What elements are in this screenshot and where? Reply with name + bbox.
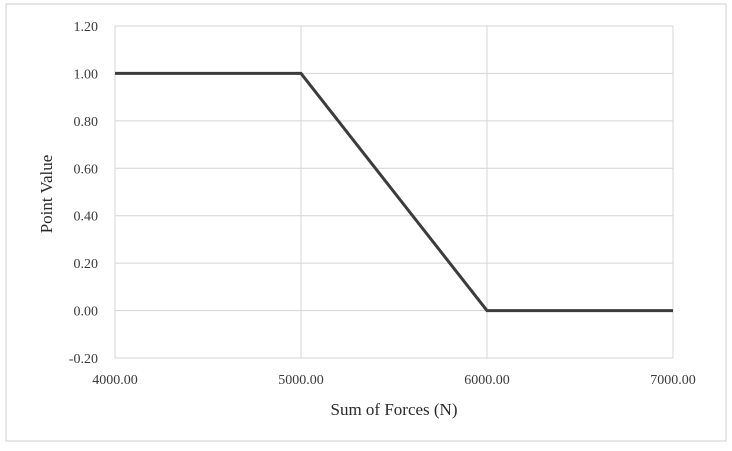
- gridlines: [114, 25, 674, 359]
- data-series: [115, 71, 673, 313]
- series-line: [115, 71, 673, 313]
- x-tick-label: 4000.00: [92, 373, 138, 388]
- y-tick-label: -0.20: [69, 352, 98, 367]
- x-tick-label: 5000.00: [278, 373, 324, 388]
- y-tick-label: 0.60: [74, 162, 99, 177]
- y-axis-ticks: -0.20 0.00 0.20 0.40 0.60 0.80 1.00 1.20: [69, 20, 98, 367]
- x-axis-ticks: 4000.00 5000.00 6000.00 7000.00: [92, 373, 696, 388]
- y-tick-label: 0.20: [74, 257, 99, 272]
- y-tick-label: 1.00: [74, 67, 99, 82]
- y-tick-label: 0.00: [74, 305, 99, 320]
- y-tick-label: 0.40: [74, 210, 99, 225]
- y-axis-title: Point Value: [37, 155, 56, 234]
- y-tick-label: 0.80: [74, 115, 99, 130]
- x-axis-title: Sum of Forces (N): [330, 400, 457, 419]
- x-tick-label: 6000.00: [464, 373, 510, 388]
- y-tick-label: 1.20: [74, 20, 99, 35]
- chart-frame: [5, 3, 727, 442]
- x-tick-label: 7000.00: [650, 373, 696, 388]
